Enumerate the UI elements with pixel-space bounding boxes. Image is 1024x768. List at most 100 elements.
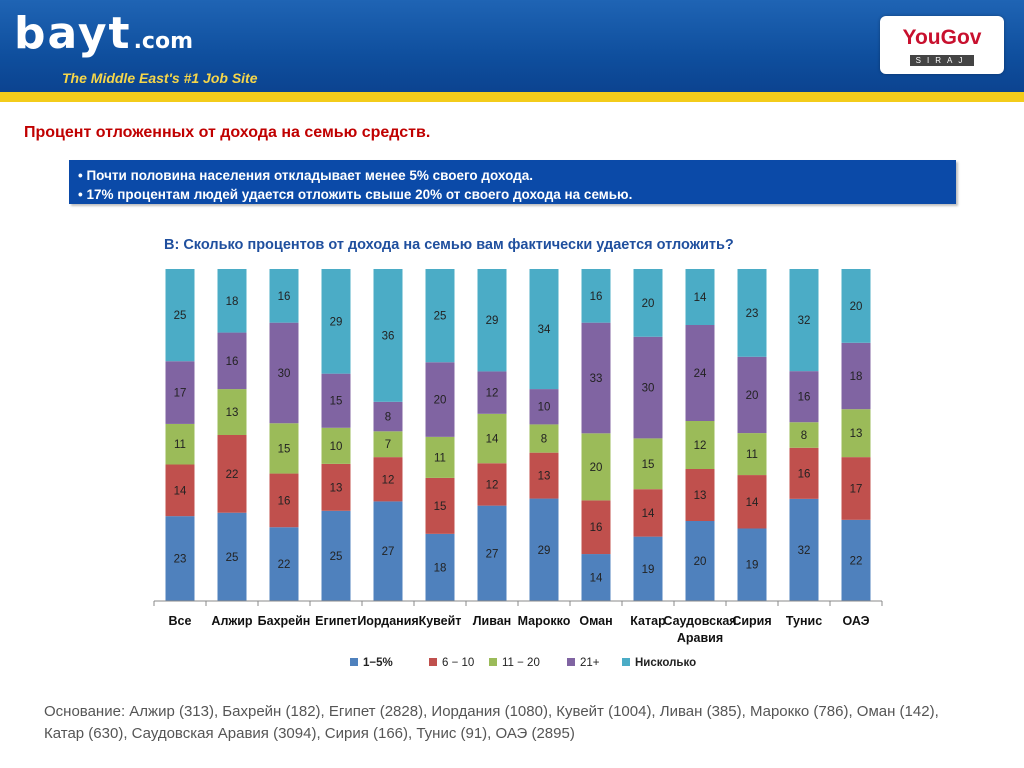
header-bar: bayt.com The Middle East's #1 Job Site Y… [0,0,1024,92]
data-label: 15 [278,443,291,455]
bar-segment [269,473,299,528]
header-stripe [0,92,1024,102]
data-label: 20 [850,301,863,313]
legend-label: 6 − 10 [442,657,474,669]
summary-box: • Почти половина населения откладывает м… [69,160,956,204]
bar-segment [425,477,455,534]
data-label: 12 [382,474,395,486]
data-label: 13 [694,490,707,502]
bar-segment [217,269,247,333]
bar-segment [217,332,247,390]
bar-segment [269,423,299,474]
bar-segment [321,269,351,374]
bar-segment [165,423,195,465]
category-label: Сирия [732,614,771,628]
yougov-logo[interactable]: YouGov SIRAJ [880,16,1004,74]
data-label: 8 [385,412,391,424]
bar-segment [685,269,715,325]
legend-label: 21+ [580,657,600,669]
data-label: 34 [538,324,551,336]
bar-segment [841,457,871,520]
data-label: 8 [801,430,807,442]
bar-segment [529,424,559,453]
data-label: 30 [278,368,291,380]
data-label: 12 [694,440,707,452]
category-label: Кувейт [419,614,462,628]
bayt-logo[interactable]: bayt.com The Middle East's #1 Job Site [14,12,258,87]
data-label: 20 [590,462,603,474]
data-label: 20 [434,395,447,407]
bar-segment [633,536,663,601]
bullet-item: • Почти половина населения откладывает м… [78,168,533,183]
data-label: 11 [434,452,446,464]
bar-segment [529,269,559,390]
data-label: 25 [226,552,239,564]
data-label: 13 [226,407,239,419]
bar-segment [373,501,403,601]
data-label: 24 [694,368,707,380]
data-label: 16 [226,356,239,368]
data-label: 27 [382,546,395,558]
data-label: 10 [538,402,551,414]
bar-segment [217,435,247,513]
bar-segment [737,528,767,601]
bar-segment [633,438,663,490]
data-label: 17 [850,483,863,495]
chart-background [144,256,896,686]
data-label: 16 [590,291,603,303]
bar-segment [841,269,871,343]
category-label: Иордания [357,614,418,628]
category-label: Алжир [211,614,253,628]
bar-segment [581,554,611,601]
legend-swatch [489,658,497,666]
stacked-bar-chart: 23 14 11 17 25 25 22 13 16 18 22 16 15 30 16 25 13 10 15 29… [144,256,896,686]
bar-segment [737,433,767,476]
data-label: 23 [174,554,187,566]
bar-segment [425,269,455,363]
bar-segment [789,422,819,448]
bar-segment [581,500,611,555]
data-label: 25 [434,311,447,323]
bar-segment [477,463,507,506]
data-label: 13 [850,428,863,440]
data-label: 18 [226,296,239,308]
bar-segment [633,269,663,337]
bar-segment [685,421,715,469]
bar-segment [321,427,351,464]
category-label: Тунис [786,614,822,628]
category-label: ОАЭ [842,614,869,628]
bar-segment [165,464,195,517]
legend-swatch [350,658,358,666]
category-label: Марокко [518,614,571,628]
bar-segment [633,336,663,439]
footnote-line: Основание: Алжир (313), Бахрейн (182), Е… [44,703,939,720]
legend-label: Нисколько [635,657,696,669]
category-label: Ливан [473,614,511,628]
bar-segment [165,516,195,601]
question-text: В: Сколько процентов от дохода на семью … [164,237,734,253]
data-label: 29 [330,316,343,328]
data-label: 16 [278,495,291,507]
data-label: 30 [642,383,655,395]
category-label: Все [169,614,192,628]
bar-segment [529,452,559,499]
bar-segment [477,371,507,414]
bar-segment [581,322,611,434]
data-label: 15 [330,396,343,408]
data-label: 14 [486,434,499,446]
data-label: 32 [798,545,811,557]
data-label: 13 [330,482,343,494]
data-label: 7 [385,439,391,451]
data-label: 16 [278,291,291,303]
category-label: Катар [630,614,666,628]
legend-swatch [429,658,437,666]
category-label: Оман [579,614,612,628]
bar-segment [633,489,663,537]
data-label: 16 [798,392,811,404]
data-label: 12 [486,388,499,400]
data-label: 16 [590,522,603,534]
bar-segment [685,521,715,601]
data-label: 12 [486,479,499,491]
data-label: 20 [642,298,655,310]
data-label: 18 [434,562,447,574]
